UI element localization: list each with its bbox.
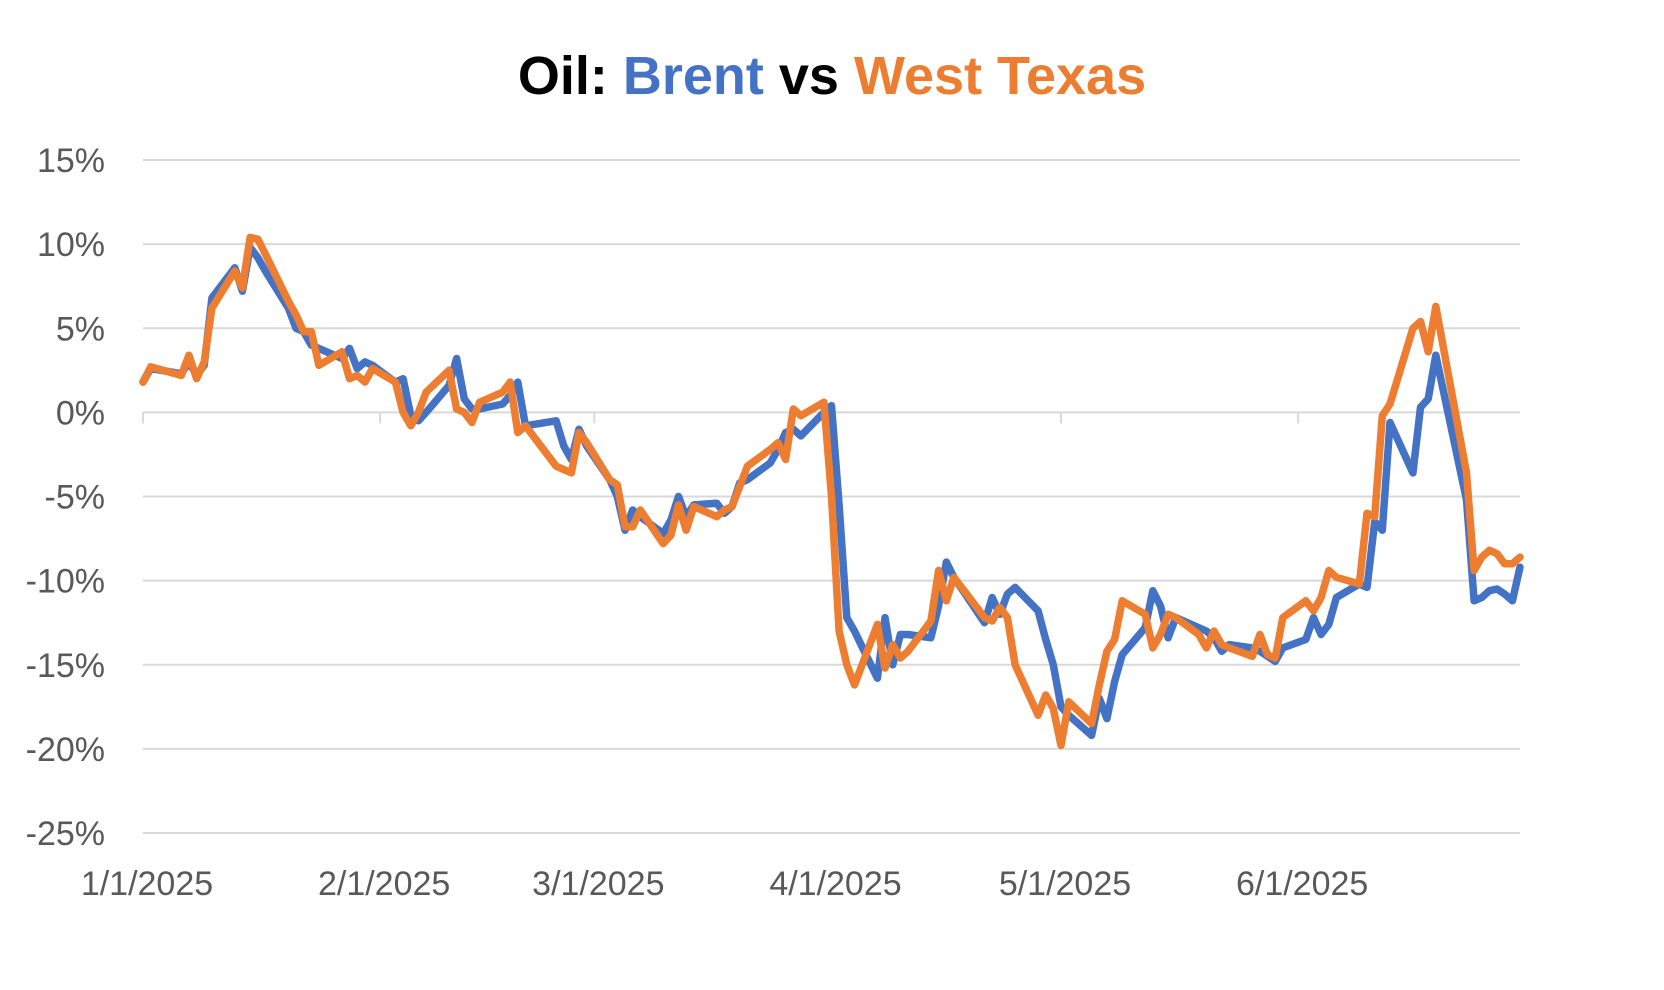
x-tick-labels: 1/1/2025 2/1/2025 3/1/2025 4/1/2025 5/1/2025…	[81, 865, 1369, 903]
y-tick-label: -20%	[26, 731, 105, 769]
chart-title-middle: vs	[764, 46, 854, 106]
series-lines	[139, 233, 1524, 750]
y-tick-label: 10%	[37, 226, 105, 264]
y-tick-label: -5%	[45, 479, 105, 517]
y-tick-label: -15%	[26, 647, 105, 685]
x-tick-label: 5/1/2025	[999, 865, 1131, 903]
series-line-west-texas	[139, 233, 1524, 750]
x-tick-label: 1/1/2025	[81, 865, 213, 903]
y-tick-label: 0%	[56, 394, 105, 432]
y-tick-label: -25%	[26, 815, 105, 853]
x-tick-label: 4/1/2025	[769, 865, 901, 903]
chart-title-prefix: Oil:	[518, 46, 623, 106]
x-tick-label: 6/1/2025	[1236, 865, 1368, 903]
y-tick-labels: 15% 10% 5% 0% -5% -10% -15% -20% -25%	[26, 142, 105, 853]
chart-title-brent: Brent	[623, 46, 764, 106]
chart-title: Oil: Brent vs West Texas	[518, 46, 1146, 106]
y-tick-label: 5%	[56, 310, 105, 348]
gridlines	[143, 159, 1520, 834]
x-tick-label: 3/1/2025	[532, 865, 664, 903]
x-tick-label: 2/1/2025	[318, 865, 450, 903]
chart-title-west-texas: West Texas	[854, 46, 1146, 106]
y-tick-label: 15%	[37, 142, 105, 180]
y-tick-label: -10%	[26, 563, 105, 601]
